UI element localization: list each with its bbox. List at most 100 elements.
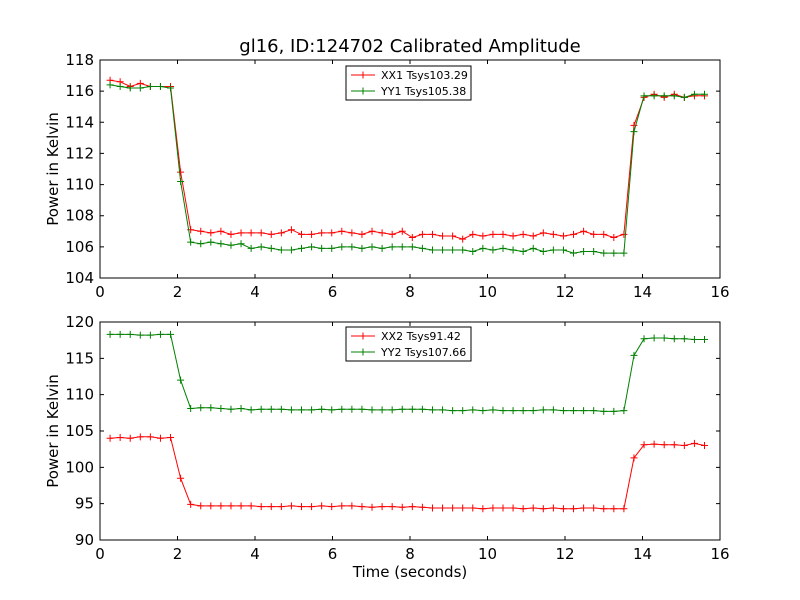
data-point [197,227,205,235]
legend-entry-2-1: XX2 Tsys91.42 [381,330,461,343]
data-point [408,243,416,251]
data-point [348,502,356,510]
data-point [539,229,547,237]
data-point [610,407,618,415]
legend-entry-1-2: YY1 Tsys105.38 [380,85,466,98]
y-tick-label: 115 [65,349,94,367]
data-point [207,238,215,246]
data-point [660,92,668,100]
data-point [348,243,356,251]
data-point [479,232,487,240]
data-point [247,406,255,414]
data-point [277,503,285,511]
data-point [539,248,547,256]
x-tick-label: 2 [173,283,183,301]
data-point [318,405,326,413]
data-point [298,503,305,511]
y-tick-label: 95 [75,495,94,513]
data-point [126,330,134,338]
data-point [267,230,275,238]
data-point [479,407,487,415]
y-tick-label: 112 [65,144,94,162]
data-point [106,81,114,89]
data-point [378,406,386,414]
data-point [549,246,557,254]
data-point [368,243,376,251]
data-point [580,504,588,512]
data-point [227,405,235,413]
data-point [499,407,507,415]
data-point [156,330,164,338]
data-point [298,230,305,238]
data-point [287,406,295,414]
data-point [570,249,578,257]
data-point [610,249,618,257]
data-point [418,230,426,238]
data-point [338,243,346,251]
x-tick-label: 14 [633,283,652,301]
data-point [600,505,608,513]
data-point [519,248,527,256]
data-point [378,244,386,252]
y-axis-label-2: Power in Kelvin [44,374,62,488]
data-point [701,442,708,450]
data-point [570,407,578,415]
data-point [227,502,235,510]
data-point [126,84,134,92]
data-point [408,234,416,242]
data-point [539,505,547,513]
data-point [439,232,447,240]
data-point [630,121,638,129]
data-point [257,243,265,251]
data-point [146,82,154,90]
x-tick-label: 12 [555,545,574,563]
data-point [156,434,164,442]
data-point [287,502,295,510]
data-point [237,502,245,510]
data-point [590,230,598,238]
data-point [398,227,406,235]
data-point [217,502,225,510]
y-tick-label: 116 [65,82,94,100]
data-point [670,92,678,100]
x-axis-label-2: Time (seconds) [352,563,468,581]
x-tick-label: 10 [478,283,497,301]
data-point [519,505,527,513]
data-point [600,407,608,415]
data-point [559,407,567,415]
y-tick-label: 90 [75,531,94,549]
data-point [277,246,285,254]
data-point [227,241,235,249]
y-axis-label-1: Power in Kelvin [44,112,62,226]
data-point [136,433,144,441]
data-point [519,407,527,415]
data-point [469,406,477,414]
data-point [479,505,487,513]
data-point [580,407,588,415]
data-point [650,440,658,448]
data-point [701,90,708,98]
legend-entry-1-1: XX1 Tsys103.29 [381,69,468,82]
data-point [428,406,436,414]
data-point [187,238,195,246]
data-point [237,229,245,237]
data-point [418,244,426,252]
data-point [610,234,618,242]
x-tick-label: 10 [478,545,497,563]
series-markers-1-2 [106,81,708,257]
data-point [428,230,436,238]
data-point [640,335,648,343]
data-point [418,405,426,413]
data-point [358,405,366,413]
data-point [600,249,608,257]
data-point [680,335,688,343]
data-point [187,500,195,508]
data-point [499,230,507,238]
data-point [318,229,326,237]
data-point [630,351,638,359]
data-point [358,230,366,238]
legend-marker [359,332,367,340]
data-point [519,230,527,238]
data-point [388,243,396,251]
data-point [177,177,185,185]
